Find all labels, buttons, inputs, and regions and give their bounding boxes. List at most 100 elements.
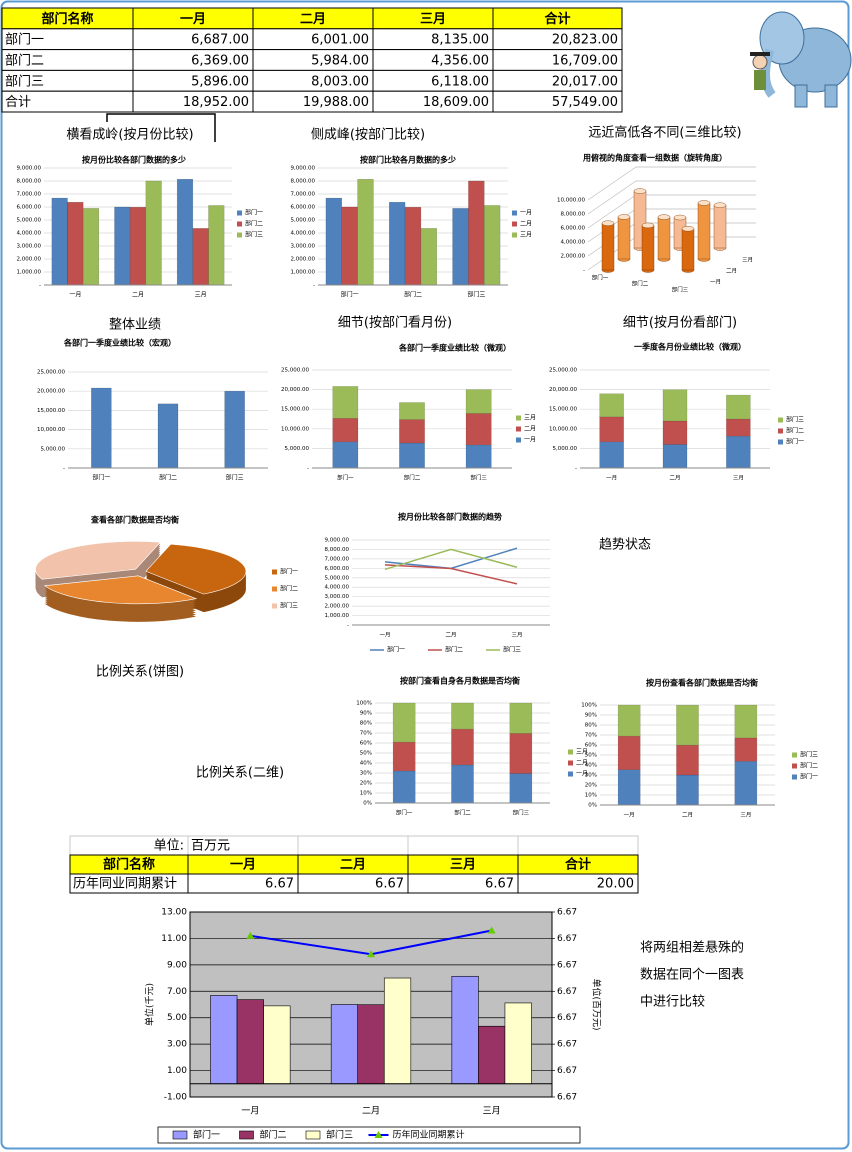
y-tick-label: 6,000.00 [291, 205, 316, 211]
legend-label: 二月 [524, 426, 536, 433]
chart-heading: 比例关系(二维) [196, 766, 284, 781]
chart-title: 查看各部门数据是否均衡 [91, 515, 179, 525]
depth-label: 一月 [710, 279, 721, 286]
legend-swatch [568, 771, 573, 777]
bar [451, 975, 479, 1085]
y-tick-label: 3,000.00 [17, 244, 42, 250]
bar-segment [509, 733, 533, 774]
bar-segment [676, 774, 699, 806]
y-tick-label: 5,000.00 [291, 218, 316, 224]
y-tick-label: 1,000.00 [291, 270, 316, 276]
table-text: 18,609.00 [423, 95, 489, 110]
legend-swatch [778, 428, 783, 434]
legend-swatch [272, 586, 277, 592]
line-marker [367, 950, 375, 958]
bar [389, 201, 406, 286]
x-tick-label: 部门二 [404, 474, 421, 482]
bar [145, 180, 162, 286]
y-tick-label: 10% [585, 793, 597, 799]
bar-segment [734, 704, 758, 739]
chart-title: 按月份比较各部门数据的趋势 [398, 512, 502, 522]
chart-title: 按月份比较各部门数据的多少 [82, 155, 186, 165]
cylinder-top [657, 214, 671, 220]
bar [341, 206, 358, 286]
legend-label: 二月 [576, 760, 588, 767]
legend-label: 部门一 [245, 209, 263, 217]
y-tick-label: 6.67 [557, 934, 577, 944]
bar [224, 390, 245, 469]
x-tick-label: 部门二 [404, 291, 422, 299]
legend-label: 部门三 [280, 602, 298, 610]
y-tick-label: - [347, 623, 349, 629]
bar-segment [399, 442, 425, 469]
table-text: 部门一 [5, 33, 44, 48]
x-tick-label: 部门一 [592, 274, 609, 282]
bar-segment [451, 728, 474, 766]
y-tick-label: 8,000.00 [325, 547, 350, 553]
chart-title: 按部门查看自身各月数据是否均衡 [400, 676, 520, 686]
legend-swatch [516, 437, 521, 443]
series-line [384, 548, 518, 571]
y-tick-label: 1,000.00 [17, 270, 42, 276]
grid-line [587, 180, 756, 215]
y-tick-label: 3.00 [167, 1040, 187, 1050]
bar-segment [726, 435, 751, 469]
legend-label: 部门二 [245, 220, 263, 228]
x-tick-label: 部门三 [672, 286, 689, 294]
annotation: 中进行比较 [640, 995, 705, 1010]
table-cell [297, 835, 409, 856]
pie-slice [43, 575, 198, 605]
y-tick-label: 6.67 [557, 1066, 577, 1076]
bar-segment [617, 769, 641, 806]
y-tick-label: 6,000.00 [325, 566, 350, 572]
bar-segment [509, 773, 533, 804]
y-tick-label: 50% [585, 753, 597, 759]
y-tick-label: 6,000.00 [17, 205, 42, 211]
bar [129, 206, 147, 286]
bar-segment [676, 704, 699, 746]
y-tick-label: 5,000.00 [17, 218, 42, 224]
legend-label: 部门一 [280, 568, 298, 576]
legend-swatch [792, 752, 797, 758]
y-tick-label: 6.67 [557, 987, 577, 997]
legend-swatch [512, 232, 517, 238]
x-tick-label: 一月 [69, 292, 81, 299]
y-tick-label: 5,000.00 [553, 446, 578, 452]
legend-label: 部门二 [786, 427, 804, 435]
legend-label: 部门二 [260, 1129, 287, 1141]
legend-swatch [272, 603, 277, 609]
legend-label: 一月 [524, 437, 536, 444]
y-tick-label: 5,000.00 [325, 575, 350, 581]
table-text: 6,687.00 [191, 33, 249, 48]
x-tick-label: 部门一 [341, 291, 359, 299]
x-tick-label: 三月 [740, 812, 751, 819]
bar-segment [332, 441, 359, 469]
x-tick-label: 二月 [445, 632, 456, 639]
y-tick-label: 100% [581, 703, 597, 709]
y-tick-label: 11.00 [161, 934, 187, 944]
legend-label: 部门二 [280, 585, 298, 593]
bar-segment [392, 702, 416, 743]
bar-segment [599, 416, 624, 443]
table-text: 20,017.00 [552, 74, 618, 89]
x-tick-label: 部门二 [632, 280, 649, 288]
chart-title: 按月份查看各部门数据是否均衡 [646, 678, 758, 688]
legend-label: 部门三 [503, 646, 521, 654]
table-text: 8,003.00 [311, 74, 369, 89]
y-tick-label: 25,000.00 [37, 370, 65, 376]
y-tick-label: 1.00 [167, 1066, 187, 1076]
table-text: 5,896.00 [191, 74, 249, 89]
y-tick-label: 100% [356, 701, 372, 707]
cylinder [713, 202, 727, 251]
legend-swatch [272, 569, 277, 575]
legend-label: 部门一 [800, 773, 818, 781]
table-text: 20.00 [597, 877, 634, 892]
bar [51, 197, 68, 286]
table-cell [517, 835, 639, 856]
bar [325, 197, 342, 286]
legend-label: 一月 [520, 210, 532, 217]
cylinder-top [681, 226, 695, 232]
line-marker [487, 926, 496, 934]
bar-segment [662, 420, 688, 445]
